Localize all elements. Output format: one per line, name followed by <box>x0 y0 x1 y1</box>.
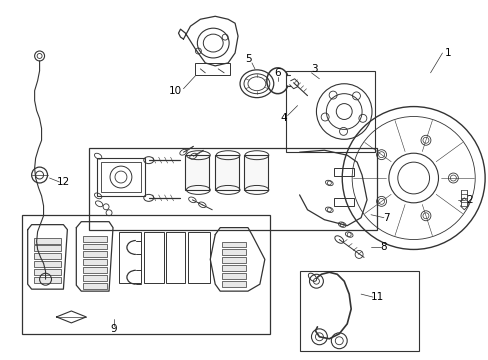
Bar <box>299 271 418 351</box>
Text: 9: 9 <box>110 324 117 334</box>
Text: 10: 10 <box>169 86 182 96</box>
Bar <box>334 198 353 206</box>
Bar <box>89 148 376 230</box>
Bar <box>119 231 141 283</box>
Bar <box>185 155 209 190</box>
Bar <box>215 155 239 190</box>
Bar <box>222 281 245 287</box>
Bar <box>83 267 107 273</box>
Text: 8: 8 <box>380 243 386 252</box>
Bar <box>195 63 230 75</box>
Bar <box>83 283 107 289</box>
Bar <box>97 158 144 196</box>
Bar <box>34 238 61 243</box>
Bar <box>83 235 107 242</box>
Bar <box>222 249 245 255</box>
Text: 4: 4 <box>280 113 286 123</box>
Text: 12: 12 <box>57 177 70 187</box>
Bar <box>222 257 245 264</box>
Bar <box>83 243 107 249</box>
Bar <box>83 251 107 257</box>
Bar <box>34 253 61 260</box>
Text: 2: 2 <box>465 195 471 205</box>
Bar <box>34 269 61 275</box>
Text: 5: 5 <box>245 54 252 64</box>
Bar <box>222 265 245 271</box>
Bar <box>244 155 267 190</box>
Bar <box>83 260 107 265</box>
Bar <box>34 261 61 267</box>
Bar <box>222 273 245 279</box>
Bar <box>165 231 185 283</box>
Text: 3: 3 <box>310 64 317 74</box>
Text: 6: 6 <box>274 68 281 78</box>
Text: 1: 1 <box>444 48 451 58</box>
Bar <box>143 231 163 283</box>
Bar <box>34 277 61 283</box>
Bar <box>21 215 269 334</box>
Text: 11: 11 <box>369 292 383 302</box>
Bar <box>83 275 107 281</box>
Bar <box>34 246 61 251</box>
Bar <box>101 162 141 192</box>
Bar <box>285 71 374 152</box>
Text: 7: 7 <box>383 213 389 223</box>
Bar <box>334 168 353 176</box>
Bar <box>188 231 210 283</box>
Bar <box>222 242 245 247</box>
